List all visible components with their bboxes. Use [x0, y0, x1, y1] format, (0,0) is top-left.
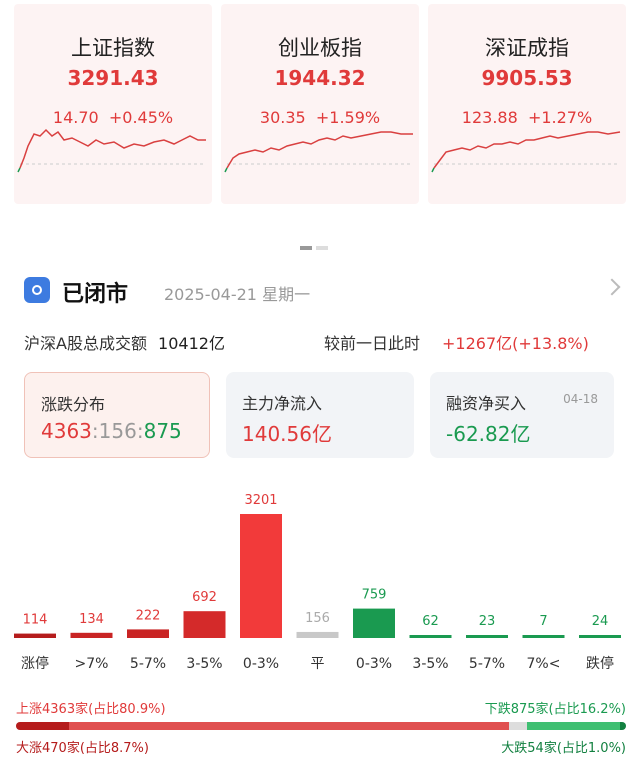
chart-bar: [353, 608, 395, 638]
index-price: 9905.53: [481, 66, 573, 90]
chart-category-label: 3-5%: [186, 656, 222, 672]
chart-bar: [579, 635, 621, 638]
chart-bar: [466, 635, 508, 638]
chart-bar: [409, 635, 452, 638]
carousel-dots[interactable]: [300, 235, 332, 254]
turnover-label: 沪深A股总成交额: [24, 334, 147, 353]
index-price: 1944.32: [274, 66, 366, 90]
chart-value-label: 24: [592, 614, 609, 629]
up-count: 4363: [41, 419, 92, 443]
stat-title: 主力净流入: [242, 394, 323, 413]
chart-bar: [127, 629, 169, 638]
chart-value-label: 7: [539, 614, 547, 629]
tab-main-net-inflow[interactable]: 主力净流入 140.56亿: [226, 372, 414, 458]
distribution-bar-chart: 114 涨停 134 >7% 222 5-7% 692 3-5% 3201 0-3% 156 平 759…: [14, 493, 621, 672]
big-down-summary: 大跌54家(占比1.0%): [501, 741, 626, 756]
index-sparkline: [431, 131, 621, 173]
turnover-row: 沪深A股总成交额 10412亿 较前一日此时 +1267亿(+13.8%): [24, 330, 624, 354]
down-segment: [527, 722, 620, 730]
compare-value: +1267亿(+13.8%): [442, 334, 589, 353]
down-summary: 下跌875家(占比16.2%): [484, 702, 626, 717]
flat-count: 156: [98, 419, 137, 443]
chart-bar: [183, 611, 226, 638]
turnover-value: 10412亿: [158, 334, 225, 353]
index-name: 上证指数: [71, 36, 155, 60]
up-summary: 上涨4363家(占比80.9%): [16, 702, 166, 717]
chart-bar: [240, 514, 282, 638]
index-name: 创业板指: [278, 36, 362, 60]
ratio-bar: [16, 722, 626, 730]
index-card-sz[interactable]: 深证成指 9905.53 123.88 +1.27%: [428, 4, 626, 204]
chart-value-label: 222: [136, 608, 161, 623]
big-down-segment: [619, 722, 626, 730]
chart-category-label: 7%<: [527, 656, 561, 672]
index-change: 30.35 +1.59%: [259, 108, 381, 127]
index-change: 14.70 +0.45%: [52, 108, 174, 127]
index-card-sh[interactable]: 上证指数 3291.43 14.70 +0.45%: [14, 4, 212, 204]
chart-bar: [296, 631, 339, 638]
chart-category-label: >7%: [75, 656, 109, 672]
chart-value-label: 23: [479, 614, 496, 629]
up-flat-down-counts: 4363:156:875: [41, 419, 182, 443]
chart-category-label: 涨停: [21, 655, 49, 672]
tab-up-down-distribution[interactable]: 涨跌分布 4363:156:875: [24, 372, 210, 458]
index-cards: 上证指数 3291.43 14.70 +0.45% 创业板指 1944.32 3…: [14, 4, 626, 204]
stat-title: 涨跌分布: [41, 395, 106, 414]
index-sparkline: [224, 131, 413, 173]
big-up-summary: 大涨470家(占比8.7%): [16, 741, 149, 756]
main-net-inflow-value: 140.56亿: [242, 422, 332, 446]
index-name: 深证成指: [485, 36, 569, 60]
chart-category-label: 跌停: [586, 655, 614, 672]
chevron-right-icon[interactable]: [603, 278, 621, 296]
chart-value-label: 134: [79, 612, 104, 627]
stat-title: 融资净买入: [446, 394, 527, 413]
big-up-segment: [16, 722, 70, 730]
index-price: 3291.43: [67, 66, 159, 90]
chart-bar: [70, 632, 113, 638]
chart-value-label: 156: [305, 611, 330, 626]
down-count: 875: [143, 419, 182, 443]
chart-value-label: 3201: [244, 493, 277, 508]
margin-net-buy-value: -62.82亿: [446, 422, 531, 446]
index-change: 123.88 +1.27%: [461, 108, 593, 127]
chart-value-label: 759: [362, 588, 387, 603]
compare-label: 较前一日此时: [324, 334, 421, 353]
index-sparkline: [17, 128, 206, 173]
tab-margin-net-buy[interactable]: 融资净买入 04-18 -62.82亿: [430, 372, 614, 458]
chart-bar: [14, 633, 56, 638]
market-status-icon: [24, 277, 50, 303]
index-card-cyb[interactable]: 创业板指 1944.32 30.35 +1.59%: [221, 4, 419, 204]
stat-date: 04-18: [563, 392, 598, 406]
chart-category-label: 平: [311, 656, 325, 672]
chart-value-label: 692: [192, 590, 217, 605]
market-status-title: 已闭市: [62, 282, 129, 307]
chart-bar: [522, 635, 565, 638]
chart-category-label: 3-5%: [412, 656, 448, 672]
chart-category-label: 0-3%: [243, 656, 279, 672]
chart-category-label: 5-7%: [469, 656, 505, 672]
carousel-dot[interactable]: [316, 246, 328, 250]
carousel-dot[interactable]: [300, 246, 312, 250]
market-status-row[interactable]: 已闭市 2025-04-21 星期一: [24, 276, 624, 307]
chart-value-label: 114: [23, 613, 48, 628]
chart-value-label: 62: [422, 614, 439, 629]
market-date: 2025-04-21 星期一: [164, 285, 311, 304]
up-segment: [69, 722, 510, 730]
chart-category-label: 0-3%: [356, 656, 392, 672]
chart-category-label: 5-7%: [130, 656, 166, 672]
